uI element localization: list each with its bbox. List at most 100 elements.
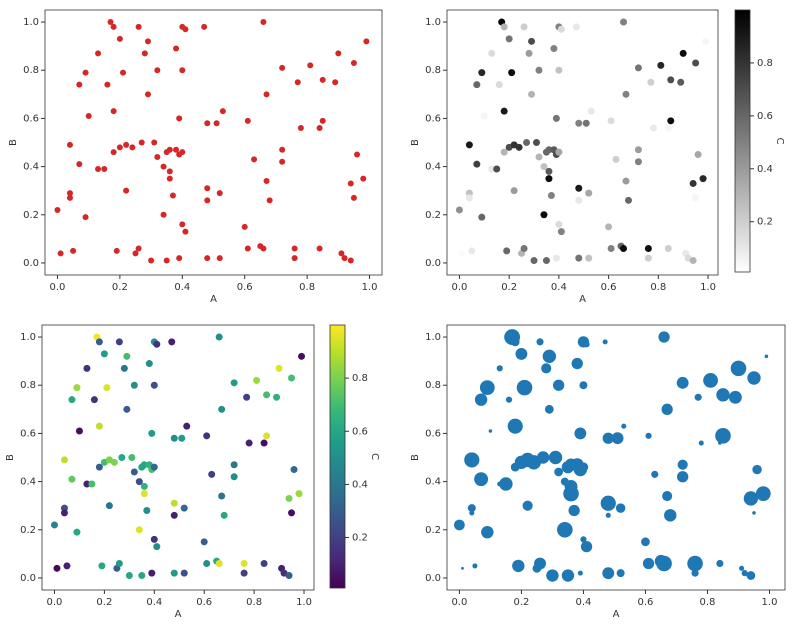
point bbox=[170, 499, 178, 507]
point bbox=[657, 61, 665, 69]
point bbox=[620, 18, 628, 26]
point bbox=[515, 347, 528, 360]
point bbox=[699, 175, 707, 183]
point bbox=[76, 161, 83, 168]
point bbox=[691, 569, 699, 577]
point bbox=[241, 223, 248, 230]
point bbox=[535, 153, 543, 161]
point bbox=[544, 404, 554, 414]
x-tick-label: 0.8 bbox=[700, 597, 716, 608]
point bbox=[244, 245, 251, 252]
point bbox=[572, 23, 580, 31]
point bbox=[123, 405, 131, 413]
plot-area bbox=[447, 325, 785, 590]
x-axis-label: A bbox=[579, 294, 586, 305]
point bbox=[622, 177, 630, 185]
point bbox=[123, 187, 130, 194]
point bbox=[580, 536, 587, 543]
point bbox=[472, 563, 478, 569]
point bbox=[651, 470, 659, 478]
point bbox=[555, 66, 563, 74]
point bbox=[150, 463, 158, 471]
point bbox=[557, 25, 565, 33]
point bbox=[718, 441, 722, 445]
point bbox=[68, 396, 76, 404]
point bbox=[747, 371, 761, 385]
point bbox=[528, 37, 536, 45]
point bbox=[285, 572, 293, 580]
point bbox=[260, 560, 268, 567]
y-tick-label: 0.8 bbox=[20, 380, 36, 391]
point bbox=[335, 50, 342, 57]
point bbox=[620, 245, 628, 252]
point bbox=[266, 197, 273, 204]
point bbox=[66, 194, 73, 201]
point bbox=[542, 349, 557, 364]
x-tick-label: 0.4 bbox=[551, 282, 567, 293]
point bbox=[752, 464, 762, 475]
point bbox=[341, 255, 348, 262]
point bbox=[129, 144, 136, 151]
y-tick-label: 0.6 bbox=[23, 113, 39, 124]
point bbox=[203, 560, 211, 567]
point bbox=[677, 78, 685, 86]
point bbox=[53, 564, 61, 572]
point bbox=[547, 192, 555, 199]
point bbox=[132, 250, 139, 257]
point bbox=[316, 245, 323, 252]
point bbox=[752, 511, 756, 515]
x-tick-label: 0.2 bbox=[112, 282, 128, 293]
point bbox=[219, 108, 226, 115]
x-tick-label: 0.6 bbox=[601, 282, 617, 293]
point bbox=[130, 468, 138, 476]
point bbox=[677, 471, 689, 483]
point bbox=[474, 393, 488, 406]
point bbox=[545, 175, 553, 183]
point bbox=[148, 569, 156, 577]
point bbox=[467, 504, 476, 513]
point bbox=[555, 220, 563, 228]
point bbox=[516, 379, 533, 396]
point bbox=[279, 64, 286, 71]
point bbox=[138, 572, 146, 580]
point bbox=[170, 569, 178, 577]
y-tick-label: 0.4 bbox=[23, 162, 39, 173]
point bbox=[615, 503, 626, 513]
point bbox=[579, 381, 588, 390]
subplot: 0.0 0.2 0.4 0.6 0.8 1.0 0.0 0.2 0.4 0.6 0.8 1.0 A B bbox=[8, 9, 383, 305]
point bbox=[120, 69, 127, 76]
y-tick-label: 0.2 bbox=[20, 525, 36, 536]
point bbox=[151, 139, 158, 146]
point bbox=[664, 124, 672, 132]
point bbox=[273, 393, 281, 401]
point bbox=[95, 422, 103, 430]
point bbox=[533, 139, 541, 146]
point bbox=[125, 572, 133, 580]
point bbox=[478, 213, 486, 221]
x-tick-label: 0.2 bbox=[96, 597, 112, 608]
y-tick-label: 0.4 bbox=[425, 162, 441, 173]
y-tick-label: 1.0 bbox=[425, 332, 441, 343]
plot-area bbox=[447, 10, 718, 275]
point bbox=[664, 245, 672, 252]
y-axis-label: B bbox=[410, 139, 421, 146]
point bbox=[607, 117, 615, 125]
point bbox=[530, 257, 538, 265]
point bbox=[702, 37, 710, 45]
point bbox=[66, 141, 73, 148]
point bbox=[703, 373, 718, 388]
point bbox=[216, 190, 223, 197]
point bbox=[107, 19, 114, 26]
y-tick-label: 0.6 bbox=[425, 428, 441, 439]
point bbox=[676, 376, 689, 389]
point bbox=[170, 434, 178, 442]
point bbox=[715, 428, 731, 444]
point bbox=[140, 490, 148, 498]
point bbox=[465, 189, 473, 197]
point bbox=[552, 379, 565, 391]
point bbox=[465, 194, 473, 202]
point bbox=[148, 429, 156, 437]
point bbox=[182, 228, 189, 235]
colorbar-label: C bbox=[774, 138, 785, 145]
point bbox=[60, 456, 68, 464]
